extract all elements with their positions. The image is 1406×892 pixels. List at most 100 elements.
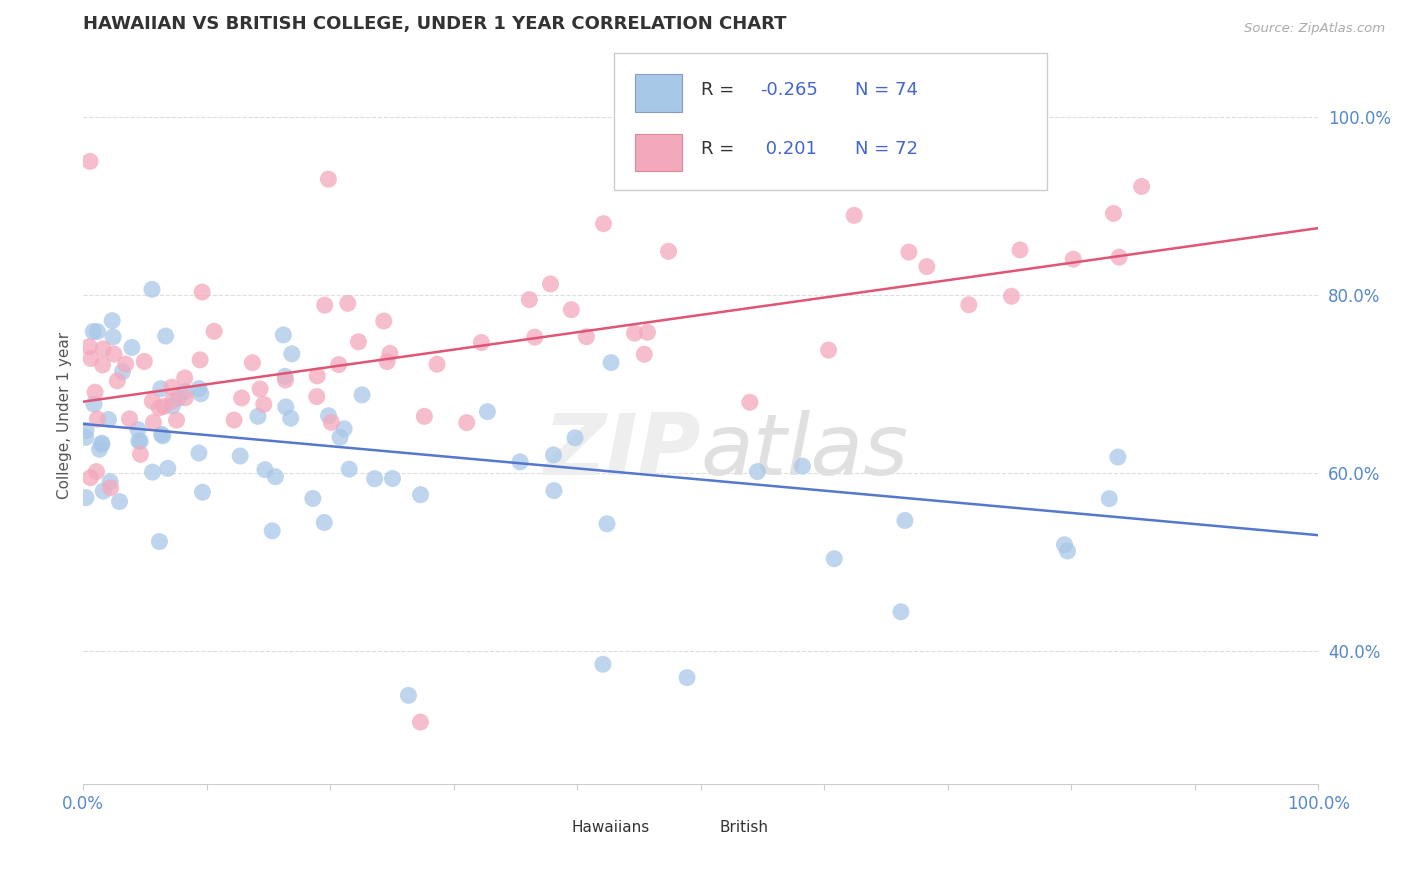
Point bbox=[302, 491, 325, 506]
Point bbox=[540, 277, 562, 291]
Point bbox=[141, 465, 163, 479]
Point bbox=[350, 388, 373, 402]
Point bbox=[747, 465, 769, 479]
Point bbox=[1102, 206, 1125, 220]
Point bbox=[543, 483, 565, 498]
Text: HAWAIIAN VS BRITISH COLLEGE, UNDER 1 YEAR CORRELATION CHART: HAWAIIAN VS BRITISH COLLEGE, UNDER 1 YEA… bbox=[83, 15, 787, 33]
Text: atlas: atlas bbox=[700, 410, 908, 493]
Point bbox=[823, 551, 845, 566]
Point bbox=[82, 325, 104, 339]
Point bbox=[242, 356, 264, 370]
Point bbox=[264, 469, 287, 483]
Point bbox=[271, 327, 294, 342]
Point bbox=[623, 326, 645, 340]
Point bbox=[222, 413, 245, 427]
Point bbox=[318, 172, 340, 186]
Point bbox=[128, 434, 150, 448]
Point bbox=[560, 302, 582, 317]
Point bbox=[91, 342, 114, 356]
Point bbox=[1053, 538, 1076, 552]
Bar bbox=[522, 818, 562, 838]
Bar bbox=[636, 74, 682, 112]
Text: R =: R = bbox=[700, 140, 740, 158]
Point bbox=[191, 285, 214, 299]
Point bbox=[817, 343, 839, 358]
Point bbox=[738, 395, 761, 409]
Point bbox=[337, 462, 360, 476]
Point bbox=[894, 514, 917, 528]
Point bbox=[915, 260, 938, 274]
Point bbox=[792, 459, 814, 474]
Point bbox=[90, 436, 112, 450]
Point bbox=[426, 357, 449, 371]
Point bbox=[149, 382, 172, 396]
Point bbox=[231, 391, 253, 405]
Point bbox=[1108, 250, 1130, 264]
Point bbox=[364, 472, 387, 486]
Point bbox=[229, 449, 252, 463]
Point bbox=[564, 431, 586, 445]
Point bbox=[596, 516, 619, 531]
Point bbox=[101, 330, 124, 344]
Point bbox=[321, 415, 343, 429]
Point bbox=[314, 298, 336, 312]
Point bbox=[333, 422, 356, 436]
Point bbox=[89, 442, 111, 457]
Point bbox=[375, 354, 398, 368]
Point bbox=[148, 534, 170, 549]
Point bbox=[129, 434, 152, 449]
Point bbox=[166, 413, 188, 427]
Point bbox=[91, 358, 114, 372]
Point bbox=[105, 374, 128, 388]
Point bbox=[83, 397, 105, 411]
Point bbox=[141, 282, 163, 296]
Point bbox=[86, 412, 108, 426]
Point bbox=[162, 399, 184, 413]
Point bbox=[1008, 243, 1031, 257]
Text: -0.265: -0.265 bbox=[761, 81, 818, 99]
Bar bbox=[636, 134, 682, 171]
Point bbox=[141, 394, 163, 409]
Point bbox=[77, 340, 100, 354]
Point bbox=[173, 371, 195, 385]
Point bbox=[75, 423, 97, 437]
Point bbox=[150, 427, 173, 442]
Point bbox=[897, 245, 920, 260]
Point bbox=[86, 465, 108, 479]
Point bbox=[1107, 450, 1129, 464]
Point bbox=[381, 471, 404, 485]
Point bbox=[148, 401, 170, 415]
Point bbox=[509, 455, 531, 469]
Point bbox=[575, 329, 598, 343]
Point bbox=[347, 334, 370, 349]
Point bbox=[118, 412, 141, 426]
Point bbox=[274, 369, 297, 384]
Point bbox=[100, 481, 122, 495]
Point bbox=[188, 352, 211, 367]
Point bbox=[152, 400, 174, 414]
Point bbox=[477, 404, 499, 418]
Point bbox=[413, 409, 436, 424]
Point bbox=[1000, 289, 1022, 303]
Point bbox=[592, 657, 614, 672]
Point bbox=[155, 329, 177, 343]
Point bbox=[636, 326, 658, 340]
Point bbox=[456, 416, 478, 430]
Point bbox=[75, 491, 97, 505]
Point bbox=[409, 488, 432, 502]
Point bbox=[543, 448, 565, 462]
Point bbox=[409, 715, 432, 730]
Point bbox=[188, 382, 211, 396]
Point bbox=[396, 689, 419, 703]
Point bbox=[1062, 252, 1084, 267]
Point bbox=[114, 357, 136, 371]
Point bbox=[121, 341, 143, 355]
Point bbox=[202, 324, 225, 338]
Point bbox=[523, 330, 546, 344]
Point bbox=[129, 447, 152, 461]
Point bbox=[307, 368, 329, 383]
Point bbox=[253, 397, 276, 411]
Point bbox=[329, 430, 352, 444]
Point bbox=[142, 416, 165, 430]
Point bbox=[75, 430, 97, 444]
